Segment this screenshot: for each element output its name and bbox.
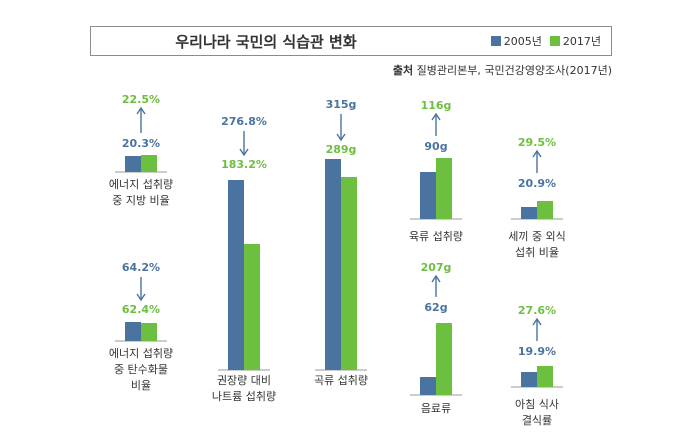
trend-arrow-head-1 <box>136 293 146 302</box>
value-label-2017-1: 62.4% <box>122 303 160 316</box>
category-label-1-0: 에너지 섭취량 <box>109 347 173 360</box>
bar-2005-0 <box>125 156 141 172</box>
value-label-2005-6: 62g <box>424 301 447 314</box>
value-label-2017-6: 207g <box>421 261 452 274</box>
legend-swatch-2017 <box>549 36 560 46</box>
legend-item-2005: 2005년 <box>490 33 542 49</box>
bar-2005-6 <box>420 377 436 395</box>
source-label: 출처 <box>392 64 414 77</box>
category-label-6-0: 음료류 <box>421 402 451 415</box>
category-label-3-0: 곡류 섭취량 <box>314 374 368 387</box>
bar-2017-3 <box>341 177 357 370</box>
value-label-2005-2: 276.8% <box>221 115 267 128</box>
value-label-2017-0: 22.5% <box>122 93 160 106</box>
bar-2017-6 <box>436 323 452 395</box>
value-label-2005-7: 19.9% <box>518 345 556 358</box>
value-label-2005-5: 20.9% <box>518 177 556 190</box>
category-label-5-1: 섭취 비율 <box>515 246 559 259</box>
legend: 2005년 2017년 <box>490 27 601 55</box>
category-label-4-0: 육류 섭취량 <box>409 230 463 243</box>
bar-2017-1 <box>141 323 157 341</box>
bar-2005-2 <box>228 180 244 370</box>
value-label-2005-0: 20.3% <box>122 137 160 150</box>
bar-2005-1 <box>125 322 141 341</box>
bar-2005-4 <box>420 172 436 219</box>
trend-arrow-head-3 <box>336 133 346 142</box>
trend-arrow-head-2 <box>239 148 249 157</box>
value-label-2017-4: 116g <box>421 99 452 112</box>
value-label-2017-7: 27.6% <box>518 304 556 317</box>
legend-swatch-2005 <box>490 36 501 46</box>
legend-item-2017: 2017년 <box>549 33 601 49</box>
bar-2017-0 <box>141 155 157 172</box>
category-label-1-1: 중 탄수화물 <box>114 363 168 376</box>
category-label-0-1: 중 지방 비율 <box>112 194 170 207</box>
source-text: 질병관리본부, 국민건강영양조사(2017년) <box>416 64 612 77</box>
value-label-2005-1: 64.2% <box>122 261 160 274</box>
value-label-2017-5: 29.5% <box>518 136 556 149</box>
value-label-2005-4: 90g <box>424 140 447 153</box>
bar-2017-2 <box>244 244 260 370</box>
value-label-2005-3: 315g <box>326 98 357 111</box>
trend-arrow-head-0 <box>136 106 146 115</box>
title-box: 우리나라 국민의 식습관 변화 2005년 2017년 <box>90 26 612 56</box>
category-label-7-0: 아침 식사 <box>515 398 559 411</box>
category-label-2-1: 나트륨 섭취량 <box>212 390 276 403</box>
bar-2005-5 <box>521 207 537 219</box>
legend-label-2005: 2005년 <box>503 35 542 48</box>
category-label-0-0: 에너지 섭취량 <box>109 178 173 191</box>
bar-2017-7 <box>537 366 553 387</box>
category-label-5-0: 세끼 중 외식 <box>508 230 566 243</box>
trend-arrow-head-7 <box>532 317 542 326</box>
value-label-2017-2: 183.2% <box>221 158 267 171</box>
category-label-2-0: 권장량 대비 <box>217 374 271 387</box>
bar-2017-4 <box>436 158 452 219</box>
value-label-2017-3: 289g <box>326 143 357 156</box>
legend-label-2017: 2017년 <box>562 35 601 48</box>
trend-arrow-head-6 <box>431 274 441 283</box>
category-label-1-2: 비율 <box>131 379 151 392</box>
trend-arrow-head-5 <box>532 149 542 158</box>
bar-2017-5 <box>537 201 553 219</box>
bar-2005-3 <box>325 159 341 370</box>
category-label-7-1: 결식률 <box>522 414 552 427</box>
trend-arrow-head-4 <box>431 112 441 121</box>
source-note: 출처 질병관리본부, 국민건강영양조사(2017년) <box>393 62 612 78</box>
bar-2005-7 <box>521 372 537 387</box>
chart-title: 우리나라 국민의 식습관 변화 <box>175 32 357 51</box>
